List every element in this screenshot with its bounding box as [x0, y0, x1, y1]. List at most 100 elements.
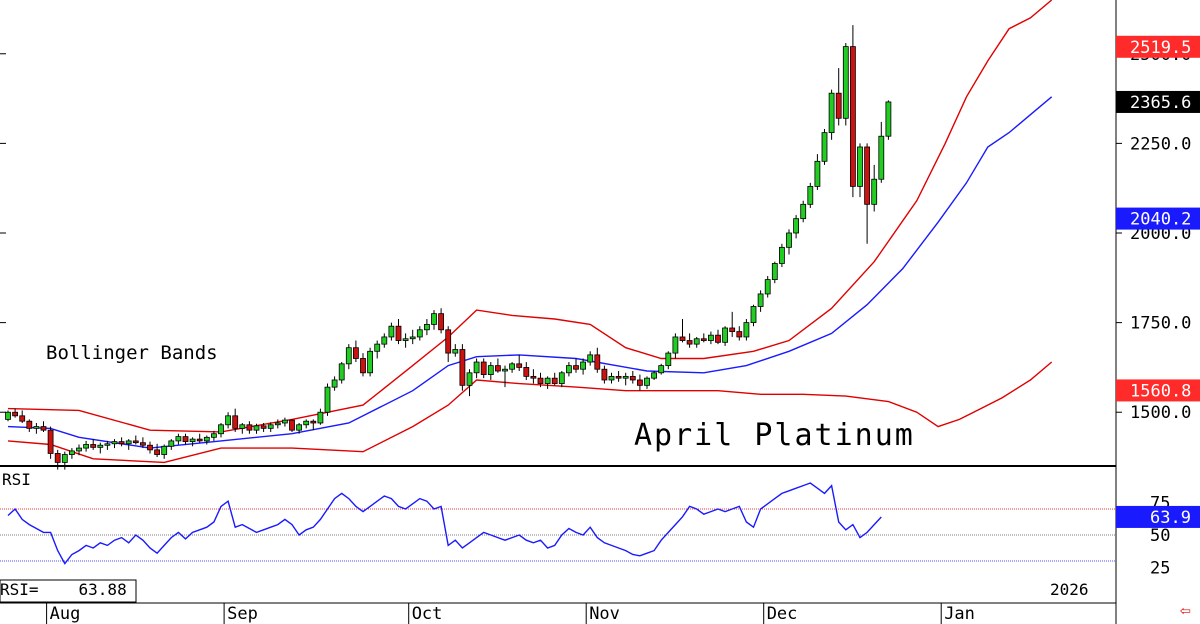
candle-body [757, 293, 764, 307]
candle-body [466, 372, 473, 386]
candle [445, 326, 452, 363]
candle-body [764, 279, 771, 295]
candle [225, 412, 232, 429]
candle [722, 326, 728, 346]
candle-body [196, 438, 203, 442]
candle [310, 419, 317, 431]
candle-body [296, 424, 303, 431]
candle [416, 326, 423, 341]
candle [281, 417, 288, 427]
scroll-left-arrow-icon[interactable]: ⇦ [1180, 600, 1191, 621]
candle-body [509, 363, 516, 370]
candle [452, 344, 459, 357]
candle [5, 410, 11, 422]
price-tick-label: 2250.0 [1130, 134, 1191, 154]
candle [871, 164, 878, 212]
candle [764, 276, 771, 298]
candle-body [289, 419, 295, 431]
candle-body [644, 377, 650, 386]
candle-body [715, 334, 721, 343]
year-label: 2026 [1050, 580, 1089, 599]
candle-body [132, 440, 139, 444]
candle [480, 358, 487, 379]
candle-body [232, 415, 239, 429]
candle [679, 319, 686, 343]
candle-body [246, 424, 253, 431]
candle-body [679, 336, 686, 341]
candle-body [516, 363, 523, 368]
candle-body [637, 379, 643, 386]
candle-body [445, 329, 452, 354]
candle [431, 310, 437, 330]
rsi-reference-lines [0, 508, 1116, 562]
candle-body [338, 363, 345, 381]
candle-body [835, 92, 842, 119]
price-badges: 2519.5 2365.6 2040.2 1560.8 [1116, 35, 1200, 402]
candle-body [175, 436, 182, 442]
candle [111, 439, 118, 449]
rsi-readout-value: 63.88 [78, 580, 127, 599]
rsi-badge: 63.9 [1116, 505, 1200, 528]
candle-body [26, 420, 33, 429]
candle [125, 439, 132, 450]
candle-body [793, 218, 799, 234]
candle-body [729, 327, 736, 332]
candle-body [622, 375, 629, 379]
candle [473, 358, 480, 379]
candle-body [601, 368, 608, 381]
month-tick-label: Oct [412, 604, 443, 624]
candle [438, 308, 445, 334]
candle-body [686, 340, 693, 345]
candle [26, 419, 33, 432]
candle-body [800, 203, 807, 220]
candle-body [473, 361, 480, 374]
rsi-tick-label: 50 [1150, 526, 1170, 546]
candle [558, 371, 565, 388]
candle-body [672, 336, 679, 354]
candle [40, 421, 47, 432]
candle-body [210, 433, 217, 438]
candle [729, 311, 736, 337]
candle-body [19, 415, 26, 422]
candle [814, 154, 821, 190]
candle [210, 430, 217, 441]
candle-body [203, 436, 210, 442]
candle-body [487, 365, 494, 375]
candle [850, 25, 856, 198]
chart-title: April Platinum [634, 418, 915, 453]
candle [601, 365, 608, 384]
candle [317, 408, 324, 425]
candle [423, 319, 430, 336]
candle [76, 444, 82, 456]
indicator-label: Bollinger Bands [46, 342, 218, 364]
candle-body [267, 424, 274, 429]
rsi-badge-label: 63.9 [1150, 508, 1191, 528]
candle-body [310, 420, 317, 424]
candle [69, 448, 75, 459]
candle [878, 121, 885, 183]
candle-body [502, 368, 508, 372]
candle-body [125, 440, 132, 445]
candle-body [814, 160, 821, 187]
candle-body [374, 343, 381, 352]
candle-body [40, 426, 47, 431]
month-tick-label: Sep [227, 604, 258, 624]
candle-body [864, 146, 870, 205]
candle-body [786, 232, 792, 248]
candle-body [83, 444, 89, 449]
candle-body [566, 365, 572, 374]
candle-body [615, 375, 622, 379]
candle-body [523, 367, 530, 377]
candle [253, 423, 260, 434]
candle-body [807, 185, 814, 205]
candle-body [402, 338, 409, 341]
candle [345, 344, 352, 370]
candle [90, 439, 97, 450]
rsi-readout-box [0, 579, 137, 603]
candle [842, 43, 849, 126]
candle [395, 319, 402, 345]
candle-body [352, 347, 359, 359]
candle-body [54, 453, 61, 463]
price-badge-label: 2519.5 [1130, 38, 1191, 58]
